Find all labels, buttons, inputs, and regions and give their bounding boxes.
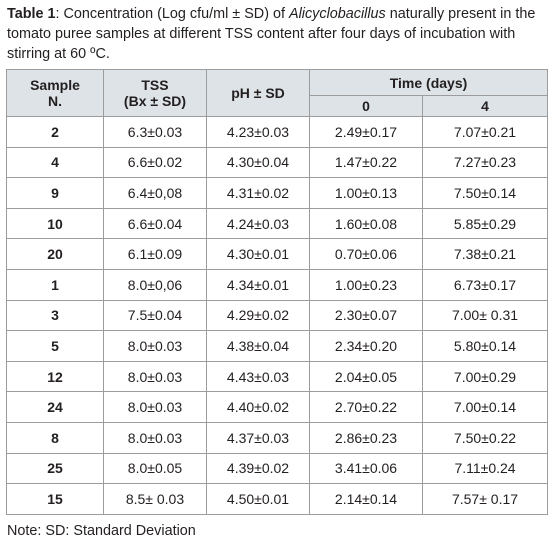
day0-cell: 1.60±0.08 (309, 207, 423, 240)
day0-cell: 1.00±0.13 (309, 177, 423, 209)
tss-cell: 6.1±0.09 (103, 238, 207, 270)
tss-cell: 8.5± 0.03 (103, 483, 207, 515)
table-row: 15 8.5± 0.03 4.50±0.01 2.14±0.14 7.57± 0.17 (6, 483, 549, 515)
ph-cell: 4.37±0.03 (206, 421, 310, 454)
day0-cell: 1.47±0.22 (309, 146, 423, 179)
day0-cell: 3.41±0.06 (309, 452, 423, 485)
day4-cell: 7.27±0.23 (421, 146, 549, 179)
day4-cell: 7.38±0.21 (421, 238, 549, 270)
day0-cell: 2.70±0.22 (309, 391, 423, 423)
table-caption: Table 1: Concentration (Log cfu/ml ± SD)… (7, 4, 552, 64)
data-table: Sample N. TSS (Bx ± SD) pH ± SD Time (days… (6, 69, 549, 515)
ph-cell: 4.50±0.01 (206, 483, 310, 515)
day4-cell: 7.50±0.14 (421, 177, 549, 209)
sample-cell: 2 (6, 116, 104, 148)
table-body: 2 6.3±0.03 4.23±0.03 2.49±0.17 7.07±0.21 4 6.6… (6, 116, 549, 515)
table-row: 1 8.0±0,06 4.34±0.01 1.00±0.23 6.73±0.17 (6, 268, 549, 301)
table-row: 9 6.4±0,08 4.31±0.02 1.00±0.13 7.50±0.14 (6, 177, 549, 209)
sample-cell: 20 (6, 238, 104, 270)
table-row: 20 6.1±0.09 4.30±0.01 0.70±0.06 7.38±0.21 (6, 238, 549, 270)
day4-cell: 7.00±0.29 (421, 360, 549, 393)
day0-cell: 2.30±0.07 (309, 299, 423, 332)
tss-cell: 8.0±0.05 (103, 452, 207, 485)
caption-text-pre: : Concentration (Log cfu/ml ± SD) of (55, 6, 289, 22)
table-row: 12 8.0±0.03 4.43±0.03 2.04±0.05 7.00±0.29 (6, 360, 549, 393)
day4-cell: 7.50±0.22 (421, 421, 549, 454)
caption-organism: Alicyclobacillus (288, 6, 386, 22)
table-row: 3 7.5±0.04 4.29±0.02 2.30±0.07 7.00± 0.31 (6, 299, 549, 332)
day4-cell: 7.57± 0.17 (421, 483, 549, 515)
table-row: 10 6.6±0.04 4.24±0.03 1.60±0.08 5.85±0.29 (6, 207, 549, 240)
ph-cell: 4.24±0.03 (206, 207, 310, 240)
day0-cell: 0.70±0.06 (309, 238, 423, 270)
header-sample-line2: N. (48, 93, 62, 109)
ph-cell: 4.30±0.01 (206, 238, 310, 270)
sample-cell: 8 (6, 421, 104, 454)
sample-cell: 15 (6, 483, 104, 515)
caption-text-post: naturally present in the tomato puree sa… (7, 6, 536, 62)
header-row-2: 0 4 (7, 95, 549, 117)
ph-cell: 4.39±0.02 (206, 452, 310, 485)
header-tss: TSS (Bx ± SD) (103, 69, 207, 117)
table-header: Sample N. TSS (Bx ± SD) pH ± SD Time (days… (6, 69, 549, 117)
ph-cell: 4.43±0.03 (206, 360, 310, 393)
day4-cell: 5.85±0.29 (421, 207, 549, 240)
table-note: Note: SD: Standard Deviation (7, 523, 196, 539)
ph-cell: 4.29±0.02 (206, 299, 310, 332)
tss-cell: 6.3±0.03 (103, 116, 207, 148)
tss-cell: 8.0±0.03 (103, 360, 207, 393)
tss-cell: 8.0±0.03 (103, 421, 207, 454)
header-ph: pH ± SD (206, 69, 310, 117)
ph-cell: 4.23±0.03 (206, 116, 310, 148)
ph-cell: 4.40±0.02 (206, 391, 310, 423)
header-sample-line1: Sample (30, 77, 80, 93)
header-tss-line1: TSS (141, 77, 169, 93)
table-row: 24 8.0±0.03 4.40±0.02 2.70±0.22 7.00±0.14 (6, 391, 549, 423)
day0-cell: 2.04±0.05 (309, 360, 423, 393)
day4-cell: 7.00± 0.31 (421, 299, 549, 332)
header-sample: Sample N. (6, 69, 104, 117)
sample-cell: 24 (6, 391, 104, 423)
day4-cell: 5.80±0.14 (421, 330, 549, 362)
day4-cell: 6.73±0.17 (421, 268, 549, 301)
tss-cell: 6.6±0.02 (103, 146, 207, 179)
sample-cell: 5 (6, 330, 104, 362)
sample-cell: 3 (6, 299, 104, 332)
header-day-0: 0 (309, 95, 423, 117)
tss-cell: 7.5±0.04 (103, 299, 207, 332)
table-row: 25 8.0±0.05 4.39±0.02 3.41±0.06 7.11±0.24 (6, 452, 549, 485)
sample-cell: 12 (6, 360, 104, 393)
header-row-1: Sample N. TSS (Bx ± SD) pH ± SD Time (days… (6, 69, 549, 117)
day0-cell: 2.86±0.23 (309, 421, 423, 454)
tss-cell: 8.0±0.03 (103, 330, 207, 362)
sample-cell: 1 (6, 268, 104, 301)
header-time: Time (days) (308, 69, 549, 96)
table-row: 4 6.6±0.02 4.30±0.04 1.47±0.22 7.27±0.23 (6, 146, 549, 179)
tss-cell: 8.0±0,06 (103, 268, 207, 301)
day0-cell: 2.49±0.17 (309, 116, 423, 148)
day0-cell: 2.34±0.20 (309, 330, 423, 362)
ph-cell: 4.34±0.01 (206, 268, 310, 301)
table-row: 2 6.3±0.03 4.23±0.03 2.49±0.17 7.07±0.21 (6, 116, 549, 148)
table-label: Table 1 (7, 6, 56, 22)
ph-cell: 4.30±0.04 (206, 146, 310, 179)
day4-cell: 7.07±0.21 (421, 116, 549, 148)
table-row: 5 8.0±0.03 4.38±0.04 2.34±0.20 5.80±0.14 (6, 330, 549, 362)
table-row: 8 8.0±0.03 4.37±0.03 2.86±0.23 7.50±0.22 (6, 421, 549, 454)
sample-cell: 4 (6, 146, 104, 179)
sample-cell: 9 (6, 177, 104, 209)
sample-cell: 10 (6, 207, 104, 240)
day0-cell: 1.00±0.23 (309, 268, 423, 301)
sample-cell: 25 (6, 452, 104, 485)
day0-cell: 2.14±0.14 (309, 483, 423, 515)
day4-cell: 7.00±0.14 (421, 391, 549, 423)
header-day-4: 4 (421, 95, 549, 117)
header-tss-line2: (Bx ± SD) (123, 93, 187, 109)
ph-cell: 4.38±0.04 (206, 330, 310, 362)
tss-cell: 6.6±0.04 (103, 207, 207, 240)
tss-cell: 6.4±0,08 (103, 177, 207, 209)
ph-cell: 4.31±0.02 (206, 177, 310, 209)
day4-cell: 7.11±0.24 (421, 452, 549, 485)
tss-cell: 8.0±0.03 (103, 391, 207, 423)
